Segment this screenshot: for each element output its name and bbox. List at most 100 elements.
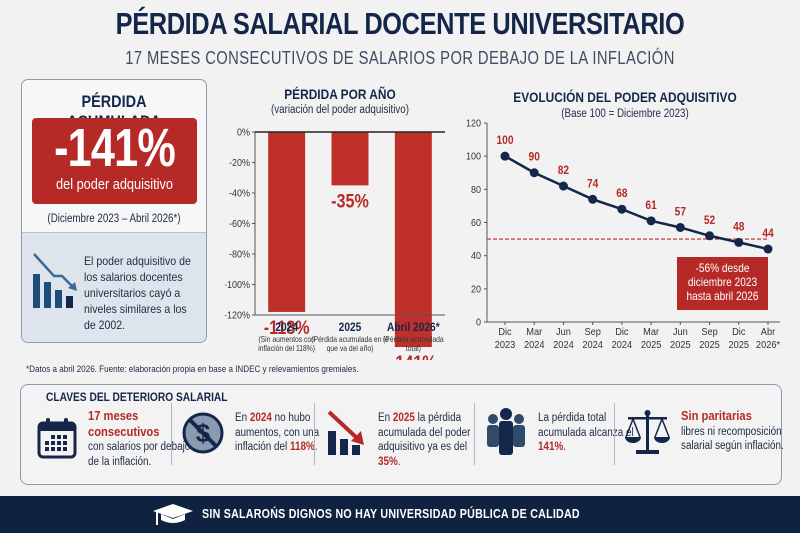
data-label: 68 xyxy=(616,188,627,201)
data-point xyxy=(617,204,627,214)
no-money-icon: $ xyxy=(182,412,224,454)
page-title: PÉRDIDA SALARIAL DOCENTE UNIVERSITARIO xyxy=(115,6,685,41)
x-tick-label: 2025 xyxy=(670,340,691,352)
summary-note: El poder adquisitivo de los salarios doc… xyxy=(84,254,191,332)
x-tick-label: 2024 xyxy=(553,340,574,352)
y-tick-label: 20 xyxy=(471,284,481,296)
accumulated-loss-box: -141% del poder adquisitivo xyxy=(32,118,197,204)
y-tick-label: 60 xyxy=(471,218,481,230)
x-tick-label: Mar xyxy=(526,327,543,339)
x-tick-note: (Pérdida acumulada en lo xyxy=(311,334,388,344)
y-tick-label: -100% xyxy=(225,280,251,292)
x-tick-note: que va del año) xyxy=(327,343,374,353)
data-point xyxy=(588,194,598,204)
x-tick-label: Jun xyxy=(673,327,688,339)
key-item-months: 17 meses consecutivos con salarios por d… xyxy=(37,407,190,479)
y-tick-label: -120% xyxy=(225,310,251,322)
data-point xyxy=(529,168,539,178)
x-tick-label: Abril 2026* xyxy=(387,321,440,334)
keys-heading: CLAVES DEL DETERIORO SALARIAL xyxy=(46,390,228,404)
data-point xyxy=(558,181,568,191)
key-item-total: La pérdida total acumulada alcanza el 14… xyxy=(486,407,634,479)
y-tick-label: 0% xyxy=(237,127,251,139)
key-text: con salarios por debajo de la inflación. xyxy=(88,441,191,468)
data-label: 74 xyxy=(587,178,599,191)
data-point xyxy=(705,231,715,241)
annotation-box xyxy=(677,257,768,310)
footer-banner: SIN SALAROŃS DIGNOS NO HAY UNIVERSIDAD P… xyxy=(0,496,800,533)
loss-per-year-chart: PÉRDIDA POR AÑO (variación del poder adq… xyxy=(225,80,455,360)
line-chart-plot: 020406080100120100Dic202390Mar202482Jun2… xyxy=(466,118,780,352)
x-tick-note: total) xyxy=(406,343,421,353)
summary-note-panel: El poder adquisitivo de los salarios doc… xyxy=(22,232,206,342)
y-tick-label: -60% xyxy=(229,219,251,231)
data-point xyxy=(763,244,773,254)
data-label: 100 xyxy=(496,134,513,147)
divider xyxy=(314,403,315,465)
x-tick-label: 2026* xyxy=(756,340,780,352)
falling-chart-icon xyxy=(327,410,364,455)
bar-chart-plot: 0% -20% -40% -60% -80% -100% -120% -118%2024(Si… xyxy=(225,127,445,360)
purchasing-power-chart: EVOLUCIÓN DEL PODER ADQUISITIVO (Base 10… xyxy=(455,80,795,360)
calendar-icon xyxy=(37,418,77,459)
y-tick-label: 0 xyxy=(476,317,481,329)
bar xyxy=(331,132,369,186)
annotation-text: diciembre 2023 xyxy=(688,276,757,289)
bar-value-label: -141% xyxy=(390,352,437,360)
key-item-2024: $ En 2024 no hubo aumentos, con una infl… xyxy=(181,407,326,479)
x-tick-label: 2024 xyxy=(524,340,545,352)
data-point xyxy=(734,237,744,247)
x-tick-label: Dic xyxy=(732,327,745,339)
bar xyxy=(394,132,432,348)
key-item-paritarias: Sin paritarias libres ni recomposición s… xyxy=(624,407,784,479)
divider xyxy=(171,403,172,465)
graduation-cap-icon xyxy=(153,504,193,525)
x-tick-label: Sep xyxy=(584,327,601,339)
data-label: 57 xyxy=(675,206,686,219)
x-tick-label: 2024 xyxy=(275,321,298,334)
keys-panel: CLAVES DEL DETERIORO SALARIAL 17 meses c… xyxy=(20,384,784,485)
data-label: 90 xyxy=(529,151,540,164)
x-tick-note: (Pérdida acumulada xyxy=(383,334,445,344)
x-tick-label: Dic xyxy=(615,327,628,339)
y-tick-label: -80% xyxy=(229,249,251,261)
bar-value-label: -118% xyxy=(264,317,310,339)
accumulated-loss-card: PÉRDIDA ACUMULADA -141% del poder adquis… xyxy=(21,79,207,343)
x-tick-label: 2025 xyxy=(699,340,720,352)
y-tick-label: 120 xyxy=(466,118,481,130)
key-item-2025: En 2025 la pérdida acumulada del poder a… xyxy=(326,407,476,479)
y-tick-label: -20% xyxy=(229,158,251,170)
x-tick-label: Jun xyxy=(556,327,571,339)
bar-chart-subtitle: (variación del poder adquisitivo) xyxy=(270,104,410,116)
line-chart-title: EVOLUCIÓN DEL PODER ADQUISITIVO xyxy=(513,89,737,105)
y-tick-label: -40% xyxy=(229,188,251,200)
x-tick-label: Dic xyxy=(498,327,511,339)
data-label: 61 xyxy=(645,199,656,212)
x-tick-label: Mar xyxy=(643,327,660,339)
x-tick-label: 2025 xyxy=(729,340,750,352)
bar-value-label: -35% xyxy=(331,190,369,212)
people-icon xyxy=(487,408,525,455)
data-label: 48 xyxy=(733,221,744,234)
x-tick-label: 2023 xyxy=(495,340,516,352)
x-tick-note: (Sin aumentos con xyxy=(258,334,315,344)
accumulated-loss-value: -141% xyxy=(54,118,176,178)
bar-chart-title: PÉRDIDA POR AÑO xyxy=(284,86,396,102)
series-line xyxy=(504,155,769,251)
line-chart-subtitle: (Base 100 = Diciembre 2023) xyxy=(561,108,689,120)
data-point xyxy=(646,216,656,226)
declining-bar-chart-icon xyxy=(33,253,77,308)
x-tick-label: Abr xyxy=(761,327,776,339)
y-tick-label: 100 xyxy=(466,151,481,163)
data-point xyxy=(675,222,685,232)
data-label: 44 xyxy=(762,227,774,240)
annotation-text: hasta abril 2026 xyxy=(687,290,759,303)
key-highlight-value: 118% xyxy=(289,441,315,453)
data-label: 82 xyxy=(558,164,569,177)
data-point xyxy=(500,151,510,161)
banner-slogan: SIN SALAROŃS DIGNOS NO HAY UNIVERSIDAD P… xyxy=(202,506,580,521)
scales-icon xyxy=(625,410,670,454)
x-tick-note: inflación del 118%) xyxy=(258,343,315,353)
divider xyxy=(474,403,475,465)
page-subtitle: 17 MESES CONSECUTIVOS DE SALARIOS POR DE… xyxy=(125,48,675,68)
